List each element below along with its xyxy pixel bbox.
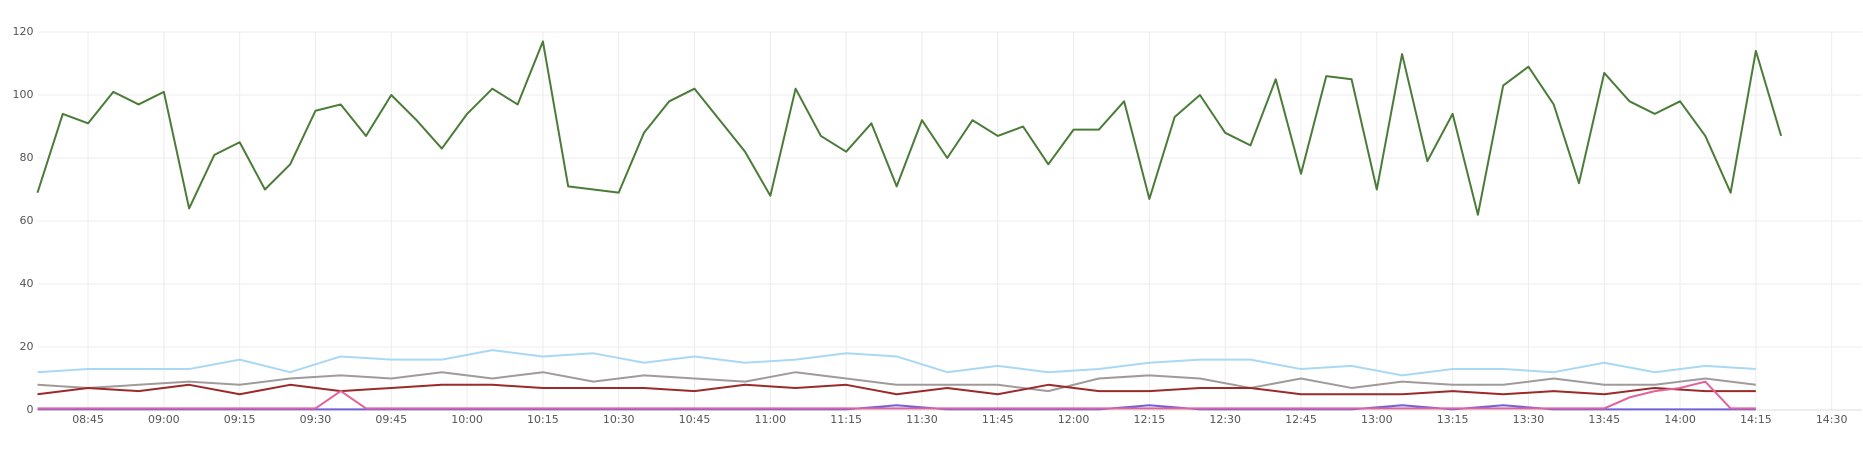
series-line (37, 371, 1756, 393)
x-tick-label: 09:30 (300, 413, 332, 426)
y-tick-label: 100 (13, 88, 34, 101)
x-tick-label: 13:45 (1588, 413, 1620, 426)
series-line (37, 349, 1756, 377)
series-line (36, 40, 1783, 216)
x-tick-label: 10:15 (527, 413, 559, 426)
x-tick-label: 14:30 (1816, 413, 1848, 426)
y-tick-label: 60 (20, 214, 34, 227)
y-tick-label: 120 (13, 25, 34, 38)
x-tick-label: 11:45 (982, 413, 1014, 426)
series-line (37, 383, 1756, 396)
x-tick-label: 12:00 (1058, 413, 1090, 426)
x-tick-label: 10:00 (451, 413, 483, 426)
x-tick-label: 14:00 (1664, 413, 1696, 426)
x-tick-label: 13:15 (1437, 413, 1469, 426)
x-tick-label: 10:45 (679, 413, 711, 426)
y-tick-label: 80 (20, 151, 34, 164)
x-tick-label: 12:45 (1285, 413, 1317, 426)
y-tick-label: 0 (27, 403, 34, 416)
x-tick-label: 12:30 (1209, 413, 1241, 426)
x-tick-label: 14:15 (1740, 413, 1772, 426)
x-tick-label: 11:15 (830, 413, 862, 426)
x-tick-label: 10:30 (603, 413, 635, 426)
x-tick-label: 11:30 (906, 413, 938, 426)
y-tick-label: 20 (20, 340, 34, 353)
x-tick-label: 09:15 (224, 413, 256, 426)
x-tick-label: 13:30 (1513, 413, 1545, 426)
x-tick-label: 12:15 (1134, 413, 1166, 426)
x-tick-label: 09:45 (375, 413, 407, 426)
y-tick-label: 40 (20, 277, 34, 290)
x-tick-label: 11:00 (754, 413, 786, 426)
x-tick-label: 13:00 (1361, 413, 1393, 426)
series-line (37, 380, 1756, 410)
x-tick-label: 08:45 (72, 413, 104, 426)
x-tick-label: 09:00 (148, 413, 180, 426)
